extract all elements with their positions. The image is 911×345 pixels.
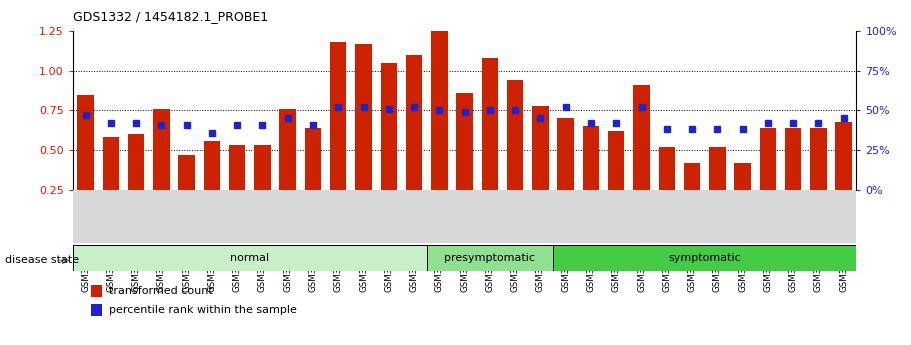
Bar (330, 42, 346, 190)
Bar (583, 126, 599, 190)
Bar (558, 118, 574, 190)
Bar (532, 106, 548, 190)
Bar (179, 155, 195, 190)
Bar (431, 31, 447, 190)
Bar (608, 131, 624, 190)
Text: symptomatic: symptomatic (669, 253, 741, 263)
Bar (709, 147, 725, 190)
Bar (659, 147, 675, 190)
Bar (810, 128, 826, 190)
Bar (305, 128, 322, 190)
Bar (229, 145, 245, 190)
Bar (507, 80, 523, 190)
Text: disease state: disease state (5, 256, 78, 265)
Bar (734, 163, 751, 190)
Text: GDS1332 / 1454182.1_PROBE1: GDS1332 / 1454182.1_PROBE1 (73, 10, 268, 23)
Text: transformed count: transformed count (109, 286, 213, 296)
Bar (405, 55, 423, 190)
Bar (254, 145, 271, 190)
Text: percentile rank within the sample: percentile rank within the sample (109, 305, 297, 315)
Bar (456, 93, 473, 190)
Bar (355, 44, 372, 190)
Bar (381, 63, 397, 190)
Text: presymptomatic: presymptomatic (445, 253, 536, 263)
Bar (204, 140, 220, 190)
Text: normal: normal (230, 253, 270, 263)
Bar (633, 85, 650, 190)
Bar (128, 134, 144, 190)
Bar (77, 95, 94, 190)
Bar (280, 109, 296, 190)
Bar (553, 245, 856, 271)
Bar (153, 109, 169, 190)
Bar (482, 58, 498, 190)
Bar (835, 121, 852, 190)
Bar (73, 245, 426, 271)
Bar (426, 245, 553, 271)
Bar (760, 128, 776, 190)
Bar (103, 137, 119, 190)
Bar (785, 128, 802, 190)
Bar (684, 163, 701, 190)
